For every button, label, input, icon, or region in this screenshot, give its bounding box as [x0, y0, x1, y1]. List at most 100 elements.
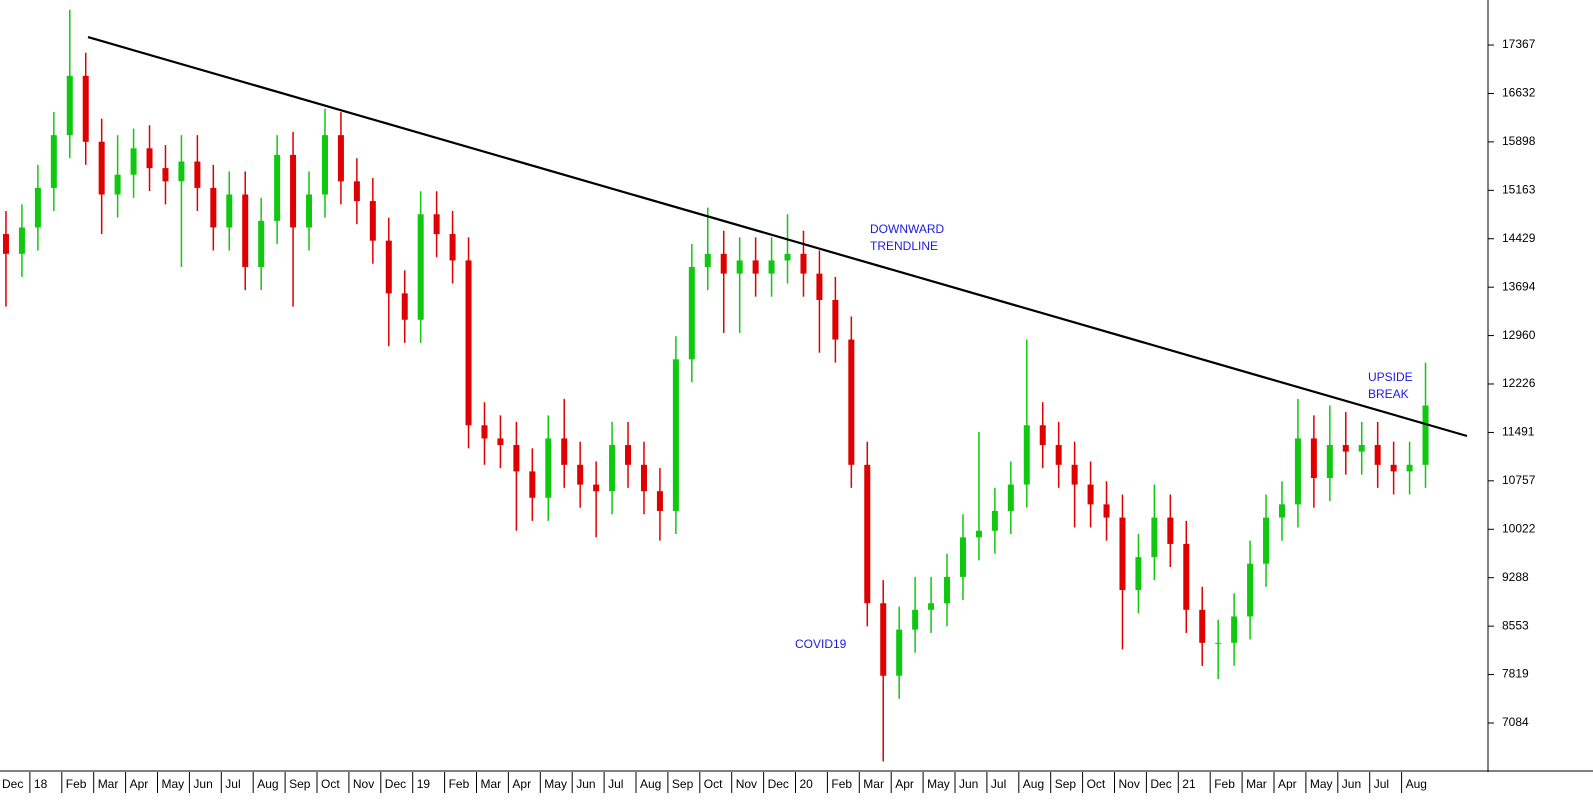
- x-tick-label: Apr: [1278, 777, 1297, 791]
- annotation: TRENDLINE: [870, 239, 938, 253]
- candle-body: [130, 148, 137, 175]
- y-tick-label: 16632: [1502, 86, 1536, 100]
- x-tick-label: Apr: [512, 777, 531, 791]
- x-tick-label: Sep: [289, 777, 311, 791]
- candle-body: [1087, 484, 1094, 505]
- candle-body: [258, 220, 265, 268]
- y-tick-label: 10757: [1502, 473, 1536, 487]
- x-tick-label: Aug: [257, 777, 278, 791]
- x-tick-label: May: [1310, 777, 1333, 791]
- x-tick-label: Aug: [1023, 777, 1044, 791]
- x-tick-label: Dec: [2, 777, 23, 791]
- candle-body: [1199, 609, 1206, 643]
- candle-body: [640, 464, 647, 492]
- candle-body: [1151, 517, 1158, 558]
- candle-body: [433, 214, 440, 235]
- candle-body: [944, 576, 951, 604]
- candle-body: [752, 260, 759, 274]
- x-tick-label: 21: [1182, 777, 1196, 791]
- candle-body: [529, 471, 536, 498]
- y-tick-label: 7819: [1502, 667, 1529, 681]
- y-tick-label: 7084: [1502, 715, 1529, 729]
- candle-body: [1390, 464, 1397, 472]
- candle-body: [959, 537, 966, 577]
- candle-body: [194, 161, 201, 188]
- candle-body: [1294, 438, 1301, 505]
- y-tick-label: 12960: [1502, 328, 1536, 342]
- candle-body: [704, 253, 711, 268]
- x-tick-label: Nov: [1119, 777, 1140, 791]
- x-tick-label: Jun: [193, 777, 212, 791]
- candle-body: [114, 174, 121, 195]
- x-tick-label: May: [162, 777, 185, 791]
- x-tick-label: Apr: [130, 777, 149, 791]
- candle-body: [720, 253, 727, 274]
- annotation: COVID19: [795, 637, 847, 651]
- candle-body: [800, 253, 807, 274]
- candle-body: [306, 194, 313, 228]
- x-tick-label: Feb: [831, 777, 852, 791]
- x-tick-label: Mar: [863, 777, 884, 791]
- candle-body: [1103, 504, 1110, 518]
- x-tick-label: Aug: [1406, 777, 1427, 791]
- x-tick-label: Mar: [98, 777, 119, 791]
- y-tick-label: 14429: [1502, 231, 1536, 245]
- candle-body: [82, 75, 89, 142]
- x-tick-label: Oct: [1087, 777, 1106, 791]
- candle-body: [991, 510, 998, 531]
- x-tick-label: May: [544, 777, 567, 791]
- candle-body: [561, 438, 568, 465]
- candle-body: [768, 260, 775, 274]
- candle-body: [1278, 504, 1285, 518]
- y-tick-label: 17367: [1502, 37, 1536, 51]
- candle-body: [545, 438, 552, 498]
- annotation: UPSIDE: [1368, 370, 1413, 384]
- candle-body: [864, 464, 871, 604]
- x-tick-label: May: [927, 777, 950, 791]
- candle-body: [385, 240, 392, 294]
- candle-body: [1406, 464, 1413, 472]
- x-tick-label: Dec: [385, 777, 406, 791]
- y-tick-label: 12226: [1502, 376, 1536, 390]
- x-tick-label: Dec: [1150, 777, 1171, 791]
- candle-body: [609, 445, 616, 492]
- candle-body: [928, 603, 935, 610]
- candle-body: [481, 425, 488, 439]
- x-tick-label: Oct: [704, 777, 723, 791]
- y-tick-label: 13694: [1502, 279, 1536, 293]
- candle-body: [1247, 563, 1254, 617]
- candle-body: [449, 234, 456, 261]
- candle-body: [18, 227, 25, 254]
- candle-body: [1310, 438, 1317, 478]
- y-tick-label: 11491: [1502, 425, 1535, 439]
- candle-body: [848, 339, 855, 465]
- x-tick-label: Jun: [959, 777, 978, 791]
- candle-body: [912, 609, 919, 630]
- candle-body: [625, 445, 632, 465]
- candle-body: [672, 359, 679, 511]
- candle-body: [290, 154, 297, 228]
- x-tick-label: Feb: [1214, 777, 1235, 791]
- x-tick-label: Nov: [736, 777, 757, 791]
- x-tick-label: 19: [417, 777, 431, 791]
- x-tick-label: Sep: [1055, 777, 1077, 791]
- x-tick-label: Aug: [640, 777, 661, 791]
- x-tick-label: Nov: [353, 777, 374, 791]
- x-tick-label: Jul: [225, 777, 240, 791]
- candle-body: [593, 484, 600, 492]
- candle-body: [66, 75, 73, 136]
- candle-body: [2, 234, 9, 254]
- candle-body: [146, 148, 153, 169]
- candle-body: [975, 530, 982, 538]
- x-tick-label: Jul: [1374, 777, 1389, 791]
- candle-body: [1023, 425, 1030, 485]
- candle-body: [1055, 445, 1062, 465]
- candle-body: [242, 194, 249, 268]
- candle-body: [369, 201, 376, 241]
- x-tick-label: 18: [34, 777, 48, 791]
- candle-body: [497, 438, 504, 446]
- y-tick-label: 15898: [1502, 134, 1536, 148]
- y-tick-label: 8553: [1502, 618, 1529, 632]
- candle-body: [1215, 642, 1222, 644]
